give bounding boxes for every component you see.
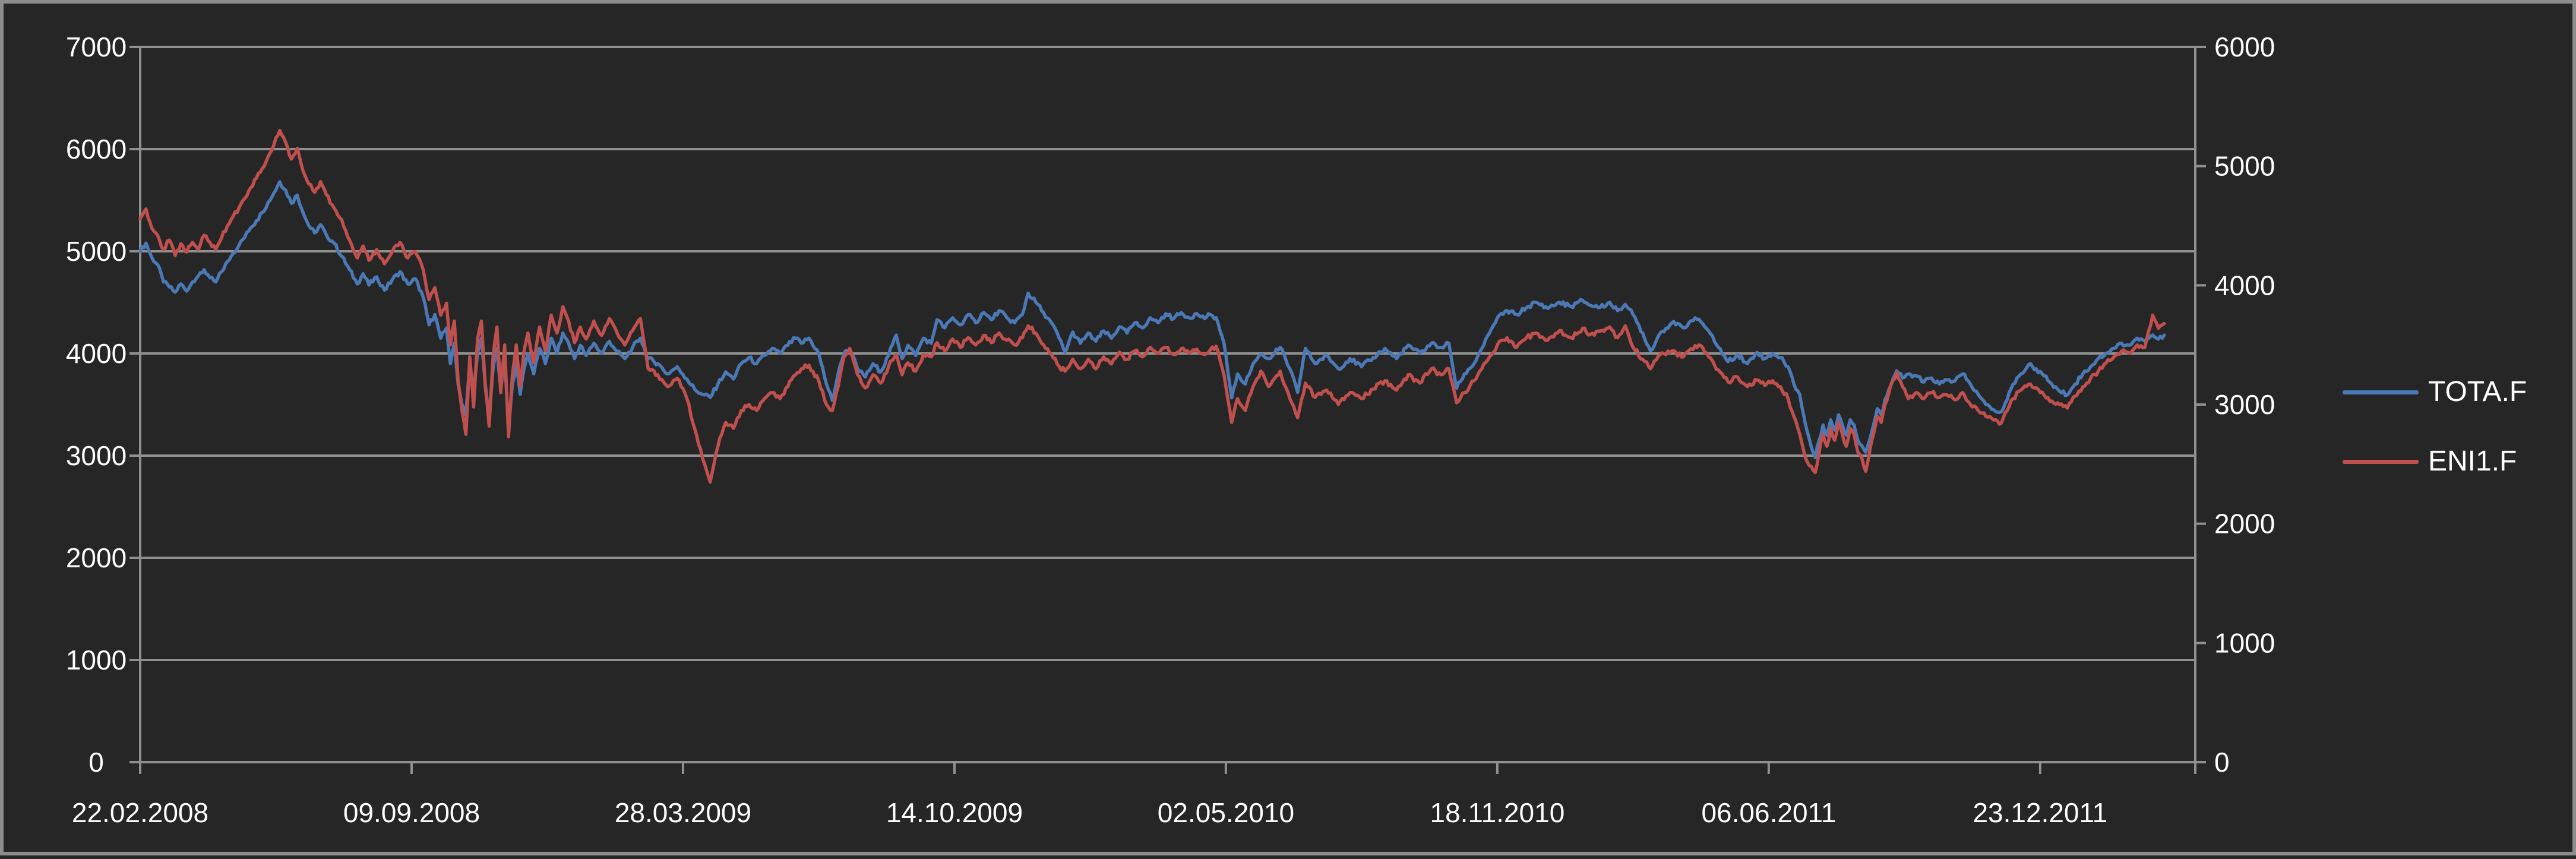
x-axis-date-label: 09.09.2008: [343, 797, 480, 828]
y-axis-left-label: 7000: [66, 31, 127, 62]
x-axis-date-label: 06.06.2011: [1701, 797, 1836, 828]
y-axis-right-label: 6000: [2214, 31, 2275, 62]
y-axis-right-label: 5000: [2214, 151, 2275, 182]
y-axis-left-label: 4000: [66, 338, 127, 369]
x-axis-date-label: 23.12.2011: [1973, 797, 2107, 828]
y-axis-right-label: 3000: [2214, 389, 2275, 420]
legend: TOTA.F ENI1.F: [2343, 378, 2527, 476]
y-axis-right-label: 1000: [2214, 627, 2275, 658]
x-axis-date-label: 18.11.2010: [1430, 797, 1564, 828]
x-axis-date-label: 28.03.2009: [615, 797, 751, 828]
y-axis-left-label: 0: [88, 747, 104, 778]
series-line-tota-f[interactable]: [138, 180, 2166, 460]
legend-item-tota-f[interactable]: TOTA.F: [2343, 378, 2527, 406]
legend-label: TOTA.F: [2428, 376, 2527, 408]
legend-line-sample-icon: [2343, 459, 2419, 464]
legend-label: ENI1.F: [2428, 446, 2517, 477]
series-line-eni1-f[interactable]: [138, 128, 2166, 484]
y-axis-right-label: 0: [2214, 747, 2230, 778]
legend-line-sample-icon: [2343, 390, 2419, 394]
y-axis-left-label: 3000: [66, 440, 127, 471]
x-axis-date-label: 22.02.2008: [72, 797, 208, 828]
y-axis-right-label: 2000: [2214, 509, 2275, 539]
y-axis-left-label: 6000: [66, 134, 127, 165]
x-axis-date-label: 02.05.2010: [1158, 797, 1294, 828]
y-axis-left-label: 1000: [66, 645, 127, 675]
legend-item-eni1-f[interactable]: ENI1.F: [2343, 447, 2527, 476]
y-axis-left-label: 2000: [66, 542, 127, 573]
x-axis-date-label: 14.10.2009: [886, 797, 1023, 828]
y-axis-left-label: 5000: [66, 236, 127, 267]
y-axis-right-label: 4000: [2214, 270, 2275, 301]
chart-canvas[interactable]: 7000 6000 5000 4000 3000 2000 1000 0 6000 5000 400…: [4, 4, 2576, 859]
